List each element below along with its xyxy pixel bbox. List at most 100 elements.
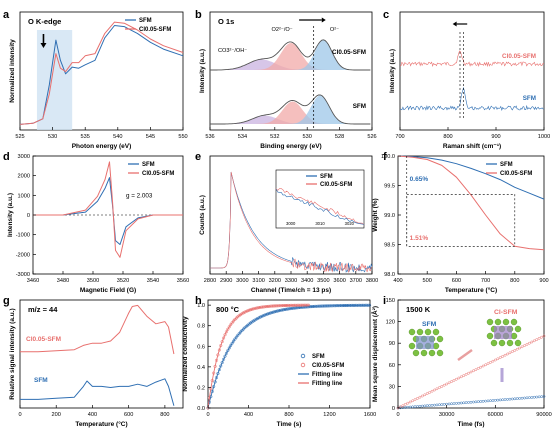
data-point [496, 398, 500, 402]
x-tick-label: 535 [81, 134, 90, 140]
panel-letter: h [195, 295, 202, 307]
data-point [515, 397, 519, 400]
peak-label: O2²⁻/O⁻ [272, 27, 293, 33]
series-line [33, 161, 183, 258]
y-tick-label: -1000 [16, 233, 30, 239]
x-tick-label: 800 [443, 134, 452, 140]
data-point [469, 400, 473, 404]
y-axis-label: Normalized conductivity [182, 316, 189, 392]
x-tick-label: 550 [178, 134, 187, 140]
x-tick-label: 200 [52, 412, 61, 418]
data-point [418, 395, 422, 399]
data-point [263, 313, 267, 317]
y-tick-label: 1000 [18, 193, 30, 199]
peak-label: CO3²⁻/OH⁻ [218, 48, 247, 54]
data-point [479, 400, 483, 403]
pointer-arrow-icon [457, 348, 473, 362]
legend-label: SFM [320, 174, 333, 180]
x-tick-label: 3300 [285, 278, 297, 284]
x-tick-label: 3460 [27, 278, 39, 284]
data-point [523, 396, 526, 400]
fit-line [207, 304, 310, 409]
y-tick-label: 60 [389, 363, 395, 369]
arrow-head-icon [452, 21, 457, 27]
y-axis-label: Intensity (a.u.) [7, 193, 14, 237]
x-tick-label: 532 [270, 134, 279, 140]
data-point [226, 327, 230, 331]
panel-e: e Channel (Time/ch = 13 ps) Counts (a.u.) 3… [195, 151, 378, 294]
plot-frame [19, 299, 184, 409]
x-tick-label: 525 [15, 134, 24, 140]
x-axis-label: Photon energy (eV) [72, 143, 132, 150]
arrow-head-icon [321, 17, 326, 23]
crystal-structure-icon [486, 318, 522, 347]
annotation: g = 2.003 [126, 192, 153, 199]
data-point [459, 401, 463, 405]
data-point [508, 397, 512, 401]
plot-frame [399, 11, 545, 131]
fit-component-1 [210, 59, 372, 70]
y-axis-label: Intensity (a.u.) [389, 49, 396, 93]
series-line [19, 21, 184, 125]
data-point [224, 351, 228, 355]
y-tick-label: 98.0 [384, 272, 395, 278]
y-tick-label: 90 [389, 341, 395, 347]
inset-series-line [275, 188, 365, 225]
data-point [442, 403, 446, 406]
data-point [227, 325, 231, 329]
envelope-line [210, 39, 371, 71]
panel-letter: c [383, 9, 389, 21]
x-tick-label: 0 [206, 412, 209, 418]
data-point [420, 404, 424, 408]
data-point [401, 404, 405, 407]
inset-series-line [275, 188, 365, 226]
legend-label: Cl0.05-SFM [142, 171, 174, 177]
data-point [440, 403, 444, 406]
y-tick-label: 0.2 [197, 385, 205, 391]
x-tick-label: 0 [18, 412, 21, 418]
data-point [489, 361, 492, 364]
data-point [532, 339, 536, 343]
data-point [450, 380, 453, 383]
fit-component-3 [210, 40, 372, 70]
data-point [423, 393, 427, 397]
inset-tick-label: 3020 [345, 221, 355, 226]
data-point [525, 343, 529, 346]
x-tick-label: 3000 [236, 278, 248, 284]
data-point [469, 370, 473, 374]
data-point [467, 371, 470, 375]
data-point [435, 403, 439, 407]
inset-tick-label: 3000 [286, 221, 296, 226]
series-line [33, 177, 183, 245]
data-point [472, 369, 475, 373]
legend-label: Cl0.05-SFM [320, 182, 352, 188]
data-point [222, 336, 226, 340]
legend-label: SFM [500, 162, 513, 168]
data-point [498, 398, 502, 402]
x-tick-label: 600 [124, 412, 133, 418]
y-tick-label: 1.0 [197, 303, 205, 309]
data-point [530, 340, 534, 344]
x-tick-label: 30000 [439, 412, 455, 418]
data-point [501, 355, 504, 358]
x-tick-label: 3200 [269, 278, 281, 284]
x-tick-label: 400 [393, 278, 402, 284]
data-point [467, 401, 470, 404]
series-line [19, 25, 184, 125]
plot-frame [209, 11, 373, 131]
peak-label: O²⁻ [330, 27, 339, 33]
y-tick-label: 100.0 [381, 154, 395, 160]
data-point [416, 405, 419, 408]
x-tick-label: 3100 [252, 278, 264, 284]
x-tick-label: 3400 [301, 278, 313, 284]
panel-i: i Time (fs) Mean square displacement (Å²) 1… [370, 295, 552, 428]
x-tick-label: 400 [88, 412, 97, 418]
data-point [520, 345, 524, 349]
data-point [515, 347, 519, 351]
structure-label: SFM [422, 321, 437, 328]
data-point [445, 382, 449, 386]
data-point [403, 403, 407, 406]
data-point [428, 391, 431, 394]
data-point [416, 397, 419, 400]
